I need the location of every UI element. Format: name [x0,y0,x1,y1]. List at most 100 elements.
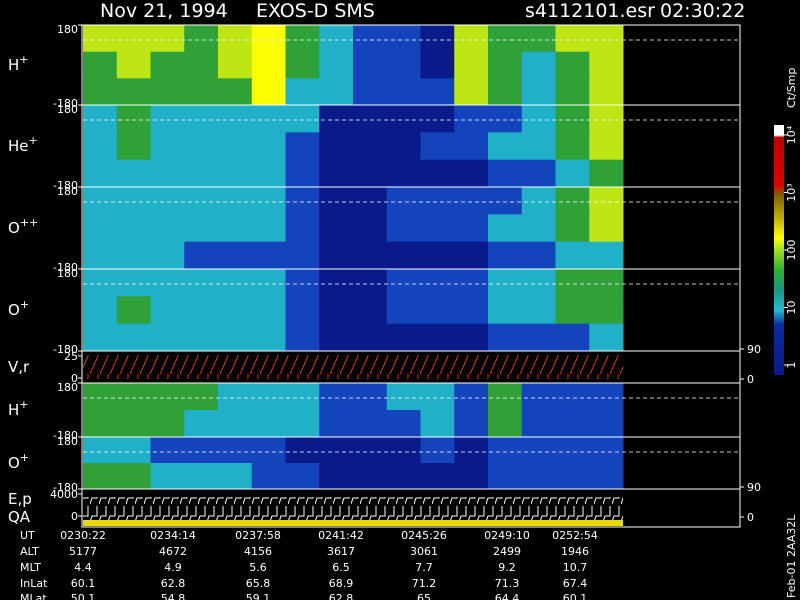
panel-label: E,p [8,490,32,508]
heat-cell [285,78,320,106]
ephemeris-value: 0241:42 [318,529,364,542]
ephemeris-value: 0245:26 [401,529,447,542]
heat-cell [454,296,489,325]
heat-cell [184,78,219,106]
heat-cell [454,105,489,133]
heat-cell [555,159,590,188]
heat-cell [555,296,590,325]
heat-cell [319,323,354,352]
file-name: s4112101.esr [525,0,655,22]
heat-cell [150,78,185,106]
heat-cell [184,383,219,411]
heat-cell [521,410,556,438]
heat-cell [386,132,421,161]
heat-cell [555,25,590,53]
heat-cell [521,241,556,270]
heat-cell [420,269,455,297]
heat-cell [285,187,320,215]
heat-cell [420,296,455,325]
panel-label: H+ [8,398,29,419]
panel-label: O+ [8,298,29,319]
heat-cell [184,323,219,352]
title: Nov 21, 1994 [100,0,228,22]
ephemeris-value: 50.1 [71,592,96,600]
heat-cell [386,323,421,352]
heat-cell [555,51,590,79]
heat-cell [184,296,219,325]
heat-cell [285,437,320,464]
heat-cell [116,25,151,53]
heat-cell [218,269,253,297]
heat-cell [150,51,185,79]
heat-cell [116,323,151,352]
heat-cell [589,78,624,106]
panel-label: QA [8,508,31,526]
heat-cell [488,25,523,53]
ephemeris-value: 1946 [561,545,589,558]
y-tick-label: 180 [57,381,78,394]
qa-bar [83,520,623,526]
ephemeris-value: 2499 [493,545,521,558]
y-tick-label: -180 [53,179,78,192]
ephemeris-value: 59.1 [246,592,271,600]
heat-cell [420,383,455,411]
ephemeris-value: 0252:54 [552,529,598,542]
heat-cell [251,410,286,438]
heat-cell [184,410,219,438]
heat-cell [555,214,590,243]
y-tick-label: -180 [53,97,78,110]
heat-cell [454,159,489,188]
heat-cell [116,383,151,411]
heat-cell [555,132,590,161]
heat-cell [589,323,624,352]
heat-cell [589,437,624,464]
heat-cell [218,214,253,243]
colorbar-tick-label: 10⁴ [785,125,798,144]
heat-cell [353,214,388,243]
heat-cell [454,132,489,161]
ephemeris-value: 0230:22 [60,529,106,542]
velocity-trace [83,355,623,379]
heat-cell [521,105,556,133]
heat-cell [589,241,624,270]
panel-label-sup: + [20,298,29,311]
heat-cell [454,25,489,53]
heat-cell [454,78,489,106]
heat-cell [521,296,556,325]
heat-cell [319,132,354,161]
y-tick-label: -180 [53,481,78,494]
heat-cell [83,187,118,215]
heat-cell [83,296,118,325]
heat-cell [116,296,151,325]
heat-cell [83,105,118,133]
heat-cell [555,463,590,490]
heat-cell [589,51,624,79]
heat-cell [319,269,354,297]
heat-cell [184,241,219,270]
heat-cell [150,105,185,133]
heat-cell [218,296,253,325]
heat-cell [285,51,320,79]
heat-cell [386,105,421,133]
heat-cell [150,410,185,438]
y-tick-label: 25 [64,350,78,363]
heat-cell [285,159,320,188]
heat-cell [353,105,388,133]
heat-cell [353,187,388,215]
heat-cell [420,187,455,215]
colorbar-tick-label: 100 [785,240,798,261]
heat-cell [488,105,523,133]
heat-cell [184,463,219,490]
heat-cell [218,159,253,188]
heat-cell [420,437,455,464]
heat-cell [589,296,624,325]
heat-cell [184,437,219,464]
heat-cell [83,25,118,53]
heat-cell [251,159,286,188]
heat-cell [521,25,556,53]
ephemeris-value: 0237:58 [235,529,281,542]
heat-cell [116,463,151,490]
heat-cell [319,296,354,325]
heat-cell [184,132,219,161]
